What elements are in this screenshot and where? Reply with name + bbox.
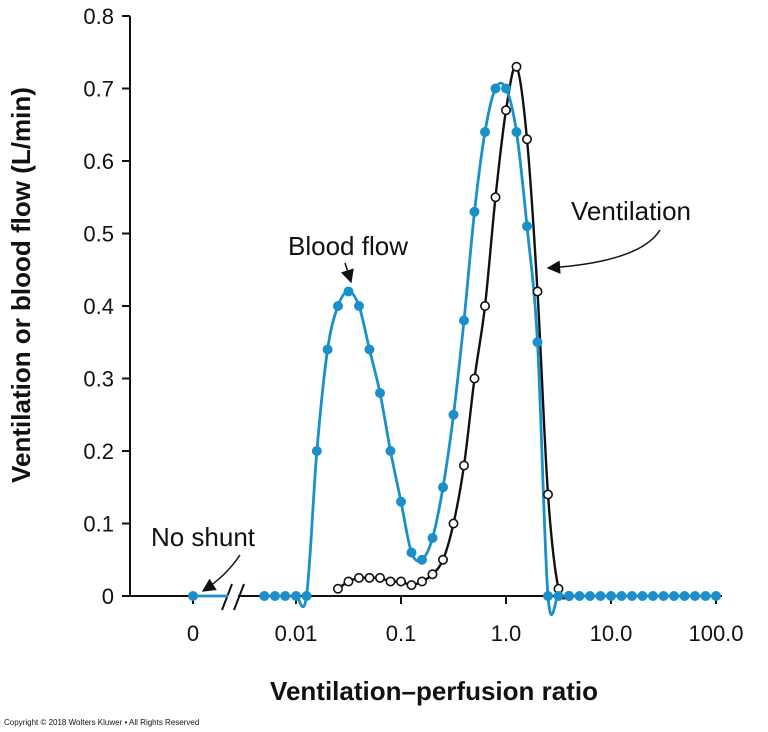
blood-flow-point <box>522 221 533 232</box>
blood-flow-point <box>585 591 596 601</box>
blood-flow-point <box>385 446 396 456</box>
blood-flow-point <box>343 286 354 297</box>
ventilation-point <box>469 373 480 384</box>
ventilation-point <box>438 554 449 565</box>
blood-flow-point <box>511 127 522 137</box>
blood-flow-point <box>543 591 554 601</box>
x-tick-label: 0.1 <box>386 621 417 646</box>
y-tick-label: 0 <box>102 584 114 609</box>
blood-flow-point <box>553 591 564 601</box>
blood-flow-point <box>669 591 680 601</box>
ventilation-point <box>427 569 438 580</box>
copyright-notice: Copyright © 2018 Wolters Kluwer • All Ri… <box>4 718 199 727</box>
blood-flow-point <box>595 591 606 601</box>
blood-flow-point <box>291 591 301 601</box>
blood-flow-point <box>637 591 648 601</box>
blood-flow-point <box>501 83 511 94</box>
blood-flow-point <box>417 554 428 565</box>
ventilation-point <box>385 576 396 587</box>
ventilation-point <box>458 460 469 471</box>
blood-flow-point <box>375 388 386 398</box>
blood-flow-point <box>406 547 417 558</box>
ventilation-point <box>511 61 522 72</box>
blood-flow-annotation: Blood flow <box>288 231 408 261</box>
ventilation-point <box>332 583 343 594</box>
blood-flow-point <box>311 446 322 456</box>
blood-flow-point <box>700 591 711 601</box>
y-tick-label: 0.3 <box>83 367 114 392</box>
blood-flow-point <box>616 591 627 601</box>
ventilation-point <box>406 580 417 591</box>
blood-flow-point <box>364 344 375 355</box>
blood-flow-point <box>259 591 270 601</box>
blood-flow-point <box>627 591 638 601</box>
ventilation-point <box>395 576 406 587</box>
x-tick-label: 100.0 <box>688 621 743 646</box>
ventilation-point <box>353 572 364 583</box>
blood-flow-point <box>480 127 491 137</box>
ventilation-point <box>364 572 375 583</box>
blood-flow-point <box>396 496 406 507</box>
blood-flow-point <box>690 591 701 601</box>
ventilation-annotation: Ventilation <box>571 196 691 226</box>
ventilation-point <box>343 576 354 587</box>
blood-flow-shunt-point <box>188 591 198 601</box>
y-tick-label: 0.7 <box>83 77 114 102</box>
blood-flow-point <box>332 301 343 311</box>
y-tick-label: 0.1 <box>83 512 114 537</box>
blood-flow-point <box>448 409 459 420</box>
blood-flow-point <box>322 344 333 355</box>
series-layer <box>188 61 721 617</box>
ventilation-point <box>417 576 428 587</box>
x-tick-label: 0 <box>187 621 199 646</box>
x-tick-label: 0.01 <box>275 621 318 646</box>
blood-flow-point <box>606 591 616 601</box>
ventilation-point <box>543 489 554 500</box>
blood-flow-point <box>648 591 659 601</box>
no-shunt-annotation: No shunt <box>151 522 256 552</box>
blood-flow-point <box>438 482 449 493</box>
y-tick-label: 0.4 <box>83 294 114 319</box>
blood-flow-point <box>469 206 480 217</box>
blood-flow-point <box>532 337 543 348</box>
blood-flow-point <box>679 591 690 601</box>
ventilation-point <box>480 300 491 311</box>
ventilation-point <box>532 286 543 297</box>
ventilation-point <box>448 518 459 529</box>
x-tick-label: 10.0 <box>590 621 633 646</box>
ventilation-point <box>522 134 533 145</box>
ventilation-point <box>500 105 511 116</box>
axes <box>129 16 722 611</box>
x-axis-title: Ventilation–perfusion ratio <box>270 676 598 706</box>
x-tick-label: 1.0 <box>491 621 522 646</box>
blood-flow-point <box>458 315 469 326</box>
no-shunt-annotation-arrow <box>201 554 241 592</box>
blood-flow-point <box>269 591 280 601</box>
y-tick-label: 0.5 <box>83 222 114 247</box>
y-axis-title: Ventilation or blood flow (L/min) <box>6 87 36 483</box>
y-tick-label: 0.8 <box>83 4 114 29</box>
blood-flow-point <box>658 591 669 601</box>
blood-flow-point <box>564 591 575 601</box>
blood-flow-annotation-arrow <box>340 262 354 284</box>
blood-flow-point <box>427 533 438 543</box>
y-tick-label: 0.2 <box>83 439 114 464</box>
blood-flow-point <box>574 591 585 601</box>
blood-flow-point <box>280 591 291 601</box>
blood-flow-point <box>490 83 501 94</box>
blood-flow-point <box>353 301 364 311</box>
y-tick-label: 0.6 <box>83 149 114 174</box>
ventilation-point <box>375 572 386 583</box>
blood-flow-point <box>301 591 312 601</box>
blood-flow-point <box>711 591 721 601</box>
y-ticks: 0 0.1 0.2 0.3 0.4 0.5 0.6 0.7 0.8 <box>83 4 130 609</box>
ventilation-annotation-arrow <box>546 229 661 274</box>
annotations: Blood flow Ventilation No shunt <box>151 196 691 592</box>
ventilation-point <box>490 192 501 203</box>
x-ticks: 0 0.01 0.1 1.0 10.0 100.0 <box>187 596 744 646</box>
